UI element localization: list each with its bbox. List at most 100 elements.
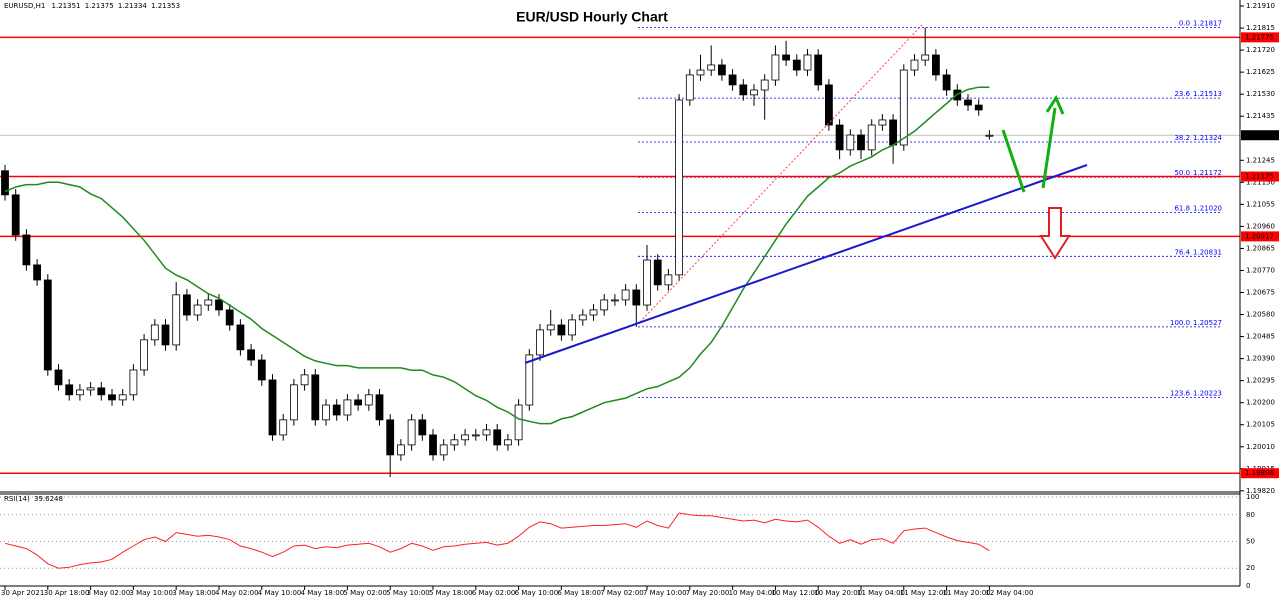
candle-body: [611, 299, 619, 302]
candle-body: [792, 59, 801, 71]
red-arrow-down: [1039, 207, 1071, 260]
y-tick-label: 1.20010: [1246, 443, 1275, 451]
last-low: 1.21334: [118, 2, 147, 10]
candle-body: [503, 439, 512, 446]
candle-body: [739, 84, 748, 96]
y-tick-label: 1.20295: [1246, 377, 1275, 385]
candle-body: [514, 404, 523, 441]
rsi-line: [4, 512, 990, 569]
candle-body: [300, 374, 309, 386]
level-tag-label: 1.21175: [1245, 173, 1274, 181]
candle-body: [985, 134, 994, 137]
candle-body: [696, 69, 705, 76]
candle-body: [43, 279, 52, 371]
candle-body: [257, 359, 266, 381]
candle-body: [750, 89, 758, 96]
rsi-value: 39.6248: [34, 495, 63, 503]
y-tick-label: 1.21815: [1246, 24, 1275, 32]
y-tick-label: 1.20200: [1246, 399, 1275, 407]
candle-body: [429, 434, 437, 456]
fib-label: 0.0 1.21817: [1179, 20, 1222, 28]
candle-body: [814, 54, 823, 86]
y-tick-label: 1.21150: [1246, 178, 1275, 186]
y-tick-label: 1.20390: [1246, 355, 1275, 363]
candle-body: [643, 259, 651, 306]
candle-body: [161, 324, 170, 346]
x-tick-label: 6 May 02:00: [472, 589, 516, 597]
rsi-tick-label: 100: [1246, 493, 1259, 501]
x-tick-label: 7 May 02:00: [600, 589, 644, 597]
candle-body: [675, 99, 683, 276]
fib-ratio: 50.0: [1174, 169, 1190, 177]
fib-label: 61.8 1.21020: [1174, 204, 1222, 212]
candle-body: [54, 369, 63, 386]
level-tag: [1241, 32, 1279, 43]
candle-body: [482, 429, 491, 436]
candle-body: [974, 104, 983, 111]
candle-body: [771, 54, 780, 81]
candle-body: [653, 259, 662, 286]
candle-body: [375, 394, 384, 421]
x-tick-label: 10 May 20:00: [814, 589, 862, 597]
symbol-header: EURUSD,H1 1.21351 1.21375 1.21334 1.2135…: [4, 2, 180, 10]
x-tick-label: 11 May 20:00: [943, 589, 991, 597]
candle-body: [621, 289, 630, 301]
candle-body: [536, 329, 544, 356]
x-tick-label: 10 May 04:00: [729, 589, 777, 597]
rsi-tick-label: 50: [1246, 538, 1255, 546]
current-price-label: 1.21353: [1245, 131, 1274, 139]
fib-ratio: 38.2: [1174, 134, 1190, 142]
candle-body: [407, 419, 416, 446]
x-tick-label: 5 May 10:00: [386, 589, 430, 597]
y-tick-label: 1.20770: [1246, 266, 1275, 274]
x-tick-label: 10 May 12:00: [771, 589, 819, 597]
candle-body: [140, 339, 149, 371]
candle-body: [450, 439, 459, 446]
candle-body: [268, 379, 277, 436]
x-tick-label: 7 May 10:00: [643, 589, 687, 597]
candle-body: [364, 394, 373, 406]
fib-trend-line: [639, 24, 923, 323]
level-tag-label: 1.19896: [1245, 469, 1274, 477]
y-tick-label: 1.21245: [1246, 156, 1275, 164]
candle-body: [225, 309, 234, 326]
candle-body: [728, 74, 737, 86]
y-tick-label: 1.21720: [1246, 46, 1275, 54]
candle-body: [172, 294, 181, 346]
candle-body: [471, 434, 480, 437]
candle-body: [354, 399, 363, 406]
y-tick-label: 1.20675: [1246, 289, 1275, 297]
candle-body: [857, 134, 865, 151]
candle-body: [910, 59, 919, 71]
y-tick-label: 1.21435: [1246, 112, 1275, 120]
marks-layer: [1, 27, 994, 569]
candle-body: [803, 54, 812, 71]
fib-ratio: 123.6: [1170, 389, 1191, 397]
candle-body: [718, 64, 726, 76]
candle-body: [332, 404, 341, 416]
fib-price: 1.21817: [1193, 20, 1222, 28]
candle-body: [118, 394, 127, 401]
candle-body: [685, 74, 694, 101]
y-tick-label: 1.20105: [1246, 421, 1275, 429]
level-tag-label: 1.21775: [1245, 33, 1274, 41]
fib-ratio: 100.0: [1170, 319, 1190, 327]
fib-ratio: 0.0: [1179, 20, 1190, 28]
green-arrow-down: [1001, 129, 1026, 193]
candle-body: [600, 299, 609, 311]
candle-body: [760, 79, 769, 91]
candle-body: [322, 404, 330, 421]
candle-body: [11, 194, 20, 236]
candle-body: [129, 369, 138, 396]
x-tick-label: 6 May 18:00: [557, 589, 601, 597]
candle-body: [108, 394, 116, 401]
x-tick-label: 6 May 10:00: [515, 589, 559, 597]
x-tick-label: 12 May 04:00: [985, 589, 1033, 597]
y-tick-label: 1.20485: [1246, 333, 1275, 341]
y-tick-label: 1.19820: [1246, 487, 1275, 495]
x-tick-label: 3 May 18:00: [172, 589, 216, 597]
y-tick-label: 1.21910: [1246, 2, 1275, 10]
candle-body: [97, 387, 106, 396]
x-tick-label: 3 May 02:00: [87, 589, 131, 597]
